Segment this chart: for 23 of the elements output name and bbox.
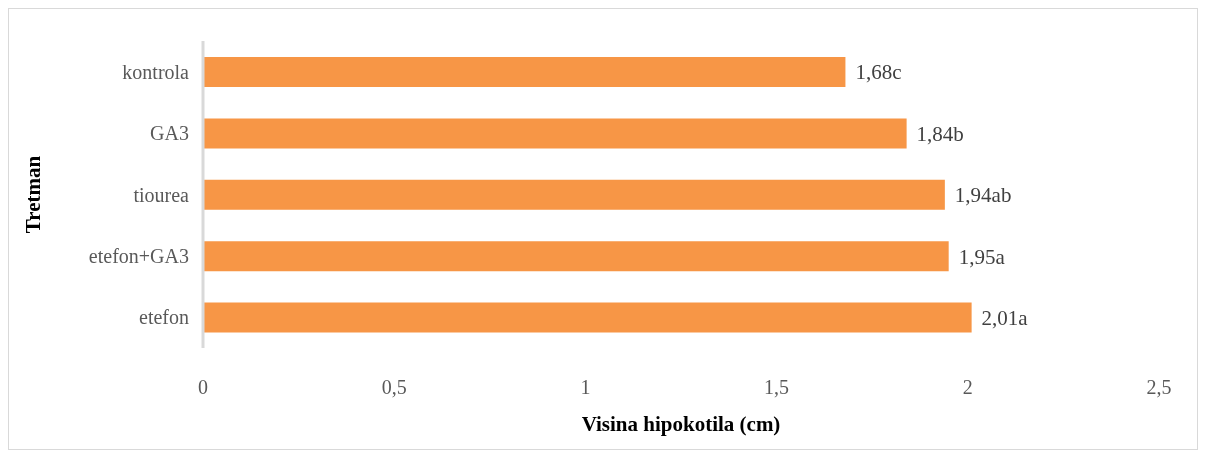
x-tick-label: 2 xyxy=(962,376,973,399)
y-tick-label: kontrola xyxy=(122,60,190,83)
x-tick-label: 1 xyxy=(580,376,591,399)
y-axis-title: Tretman xyxy=(21,155,46,234)
y-tick-label: GA3 xyxy=(150,122,189,145)
x-tick-label: 1,5 xyxy=(764,376,790,399)
data-label: 1,94ab xyxy=(954,183,1012,208)
bar xyxy=(203,241,949,272)
y-tick-label: etefon+GA3 xyxy=(88,245,189,267)
x-tick-label: 0 xyxy=(198,376,208,399)
x-tick-label: 2,5 xyxy=(1146,376,1172,399)
bar xyxy=(203,118,907,149)
data-label: 2,01a xyxy=(981,306,1029,331)
data-label: 1,68c xyxy=(855,60,902,85)
bar xyxy=(203,179,945,210)
bar xyxy=(203,302,972,333)
x-axis-title: Visina hipokotila (cm) xyxy=(581,412,781,436)
x-tick-label: 0,5 xyxy=(381,376,407,399)
data-label: 1,84b xyxy=(916,121,964,146)
data-label: 1,95a xyxy=(958,244,1006,269)
y-tick-label: etefon xyxy=(139,306,189,329)
bar xyxy=(203,57,846,87)
y-tick-label: tiourea xyxy=(133,183,190,206)
